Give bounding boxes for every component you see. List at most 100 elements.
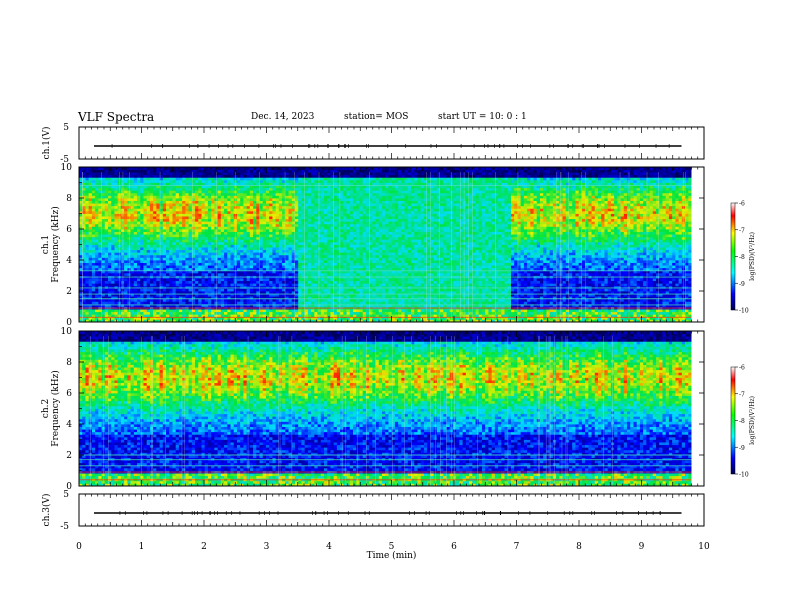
spectrogram-cell: [249, 182, 254, 186]
spectrogram-cell: [130, 254, 135, 258]
spectrogram-cell: [262, 314, 267, 318]
spectrogram-cell: [253, 257, 257, 261]
spectrogram-cell: [188, 205, 193, 209]
spectrogram-cell: [249, 218, 254, 222]
spectrogram-cell: [79, 244, 83, 248]
spectrogram-cell: [230, 260, 235, 263]
spectrogram-cell: [172, 270, 177, 274]
spectrogram-cell: [108, 195, 112, 199]
spectrogram-cell: [265, 260, 270, 263]
spectrogram-cell: [169, 190, 173, 194]
spectrogram-cell: [211, 169, 215, 173]
spectrogram-cell: [175, 293, 180, 297]
spectrogram-cell: [185, 179, 189, 183]
spectrogram-cell: [217, 231, 222, 235]
spectrogram-cell: [178, 185, 183, 189]
spectrogram-cell: [91, 172, 96, 176]
spectrogram-cell: [159, 177, 164, 181]
spectrogram-cell: [324, 280, 328, 284]
spectrogram-cell: [324, 244, 328, 248]
spectrogram-cell: [272, 298, 277, 302]
spectrogram-cell: [111, 260, 115, 263]
spectrogram-cell: [175, 270, 180, 274]
spectrogram-cell: [195, 205, 199, 209]
spectrogram-cell: [224, 200, 228, 204]
spectrogram-cell: [120, 187, 125, 191]
spectrogram-cell: [307, 177, 312, 181]
spectrogram-cell: [262, 291, 267, 294]
spectrogram-cell: [314, 208, 318, 212]
spectrogram-cell: [262, 254, 267, 258]
spectrogram-cell: [159, 314, 164, 318]
spectrogram-cell: [327, 208, 331, 212]
spectrogram-cell: [282, 169, 286, 173]
spectrogram-cell: [304, 298, 309, 302]
spectrogram-cell: [198, 311, 202, 315]
spectrogram-cell: [230, 200, 235, 204]
spectrogram-cell: [288, 249, 293, 253]
spectrogram-cell: [246, 293, 251, 297]
spectrogram-cell: [288, 190, 293, 194]
spectrogram-cell: [262, 205, 267, 209]
spectrogram-cell: [224, 319, 228, 323]
spectrogram-cell: [285, 303, 289, 307]
spectrogram-cell: [166, 216, 170, 220]
spectrogram-cell: [311, 234, 315, 238]
spectrogram-cell: [304, 223, 309, 227]
spectrogram-cell: [149, 249, 154, 253]
spectrogram-cell: [320, 265, 325, 269]
spectrogram-cell: [314, 285, 318, 289]
spectrogram-cell: [98, 244, 102, 248]
spectrogram-cell: [137, 210, 141, 214]
spectrogram-cell: [82, 303, 86, 307]
spectrogram-cell: [104, 221, 109, 225]
spectrogram-cell: [104, 182, 109, 186]
spectrogram-cell: [298, 267, 302, 271]
spectrogram-cell: [201, 303, 206, 307]
spectrogram-cell: [98, 314, 102, 318]
spectrogram-cell: [285, 265, 289, 269]
spectrogram-cell: [211, 185, 215, 189]
spectrogram-cell: [146, 177, 151, 181]
spectrogram-cell: [317, 298, 322, 302]
spectrogram-cell: [262, 285, 267, 289]
spectrogram-cell: [137, 236, 141, 240]
spectrogram-cell: [204, 288, 209, 292]
spectrogram-cell: [182, 296, 186, 300]
spectrogram-cell: [101, 314, 106, 318]
spectrogram-cell: [211, 179, 215, 183]
spectrogram-cell: [156, 226, 160, 230]
spectrogram-cell: [301, 182, 306, 186]
spectrogram-cell: [275, 239, 280, 243]
spectrogram-cell: [182, 301, 186, 305]
spectrogram-cell: [137, 249, 141, 253]
spectrogram-cell: [224, 182, 228, 186]
spectrogram-cell: [120, 260, 125, 263]
spectrogram-cell: [304, 314, 309, 318]
spectrogram-cell: [253, 249, 257, 253]
spectrogram-cell: [140, 236, 144, 240]
spectrogram-cell: [91, 236, 96, 240]
spectrogram-cell: [82, 309, 86, 313]
spectrogram-cell: [130, 252, 135, 256]
spectrogram-cell: [104, 272, 109, 276]
spectrogram-cell: [166, 314, 170, 318]
spectrogram-cell: [214, 267, 219, 271]
spectrogram-cell: [108, 241, 112, 245]
spectrogram-cell: [211, 316, 215, 320]
spectrogram-cell: [240, 288, 244, 292]
spectrogram-cell: [307, 218, 312, 222]
spectrogram-cell: [143, 223, 148, 227]
spectrogram-cell: [101, 260, 106, 263]
spectrogram-cell: [330, 223, 335, 227]
spectrogram-cell: [133, 249, 138, 253]
spectrogram-cell: [256, 316, 260, 320]
spectrogram-cell: [262, 319, 267, 323]
spectrogram-cell: [153, 200, 157, 204]
spectrogram-cell: [249, 241, 254, 245]
spectrogram-cell: [98, 311, 102, 315]
spectrogram-cell: [88, 249, 93, 253]
spectrogram-cell: [298, 270, 302, 274]
spectrogram-cell: [188, 301, 193, 305]
spectrogram-cell: [127, 216, 131, 220]
